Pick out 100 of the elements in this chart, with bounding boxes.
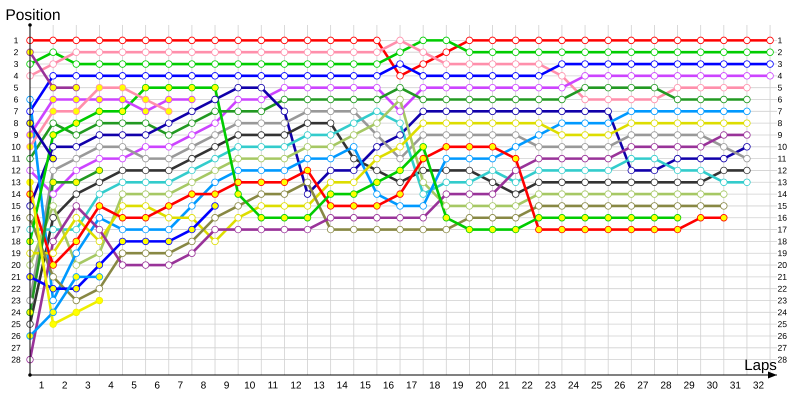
point: [674, 72, 682, 80]
point: [604, 154, 612, 162]
point: [650, 143, 658, 150]
point: [488, 166, 496, 174]
point: [49, 250, 57, 257]
x-tick-label: 11: [268, 382, 278, 388]
point: [373, 96, 381, 104]
point: [512, 143, 520, 150]
point: [165, 250, 172, 257]
y2-tick-label: 9: [778, 132, 782, 138]
point: [326, 154, 334, 162]
point: [96, 143, 104, 150]
y-tick-label: 15: [12, 202, 20, 209]
point: [165, 108, 172, 116]
point: [280, 226, 288, 234]
point: [466, 119, 474, 127]
point: [743, 119, 751, 127]
x-tick-label: 13: [314, 382, 324, 389]
point: [258, 48, 265, 56]
point: [211, 48, 219, 56]
point: [696, 214, 704, 222]
point: [696, 178, 704, 186]
point: [466, 36, 474, 44]
point: [326, 60, 334, 68]
point: [558, 226, 566, 234]
point: [326, 96, 334, 104]
point: [234, 60, 242, 68]
point: [488, 178, 496, 186]
point: [350, 72, 358, 80]
point: [581, 108, 589, 116]
point: [234, 166, 242, 174]
point: [96, 72, 104, 80]
point: [72, 131, 80, 139]
point: [280, 166, 288, 174]
point: [304, 96, 312, 104]
point: [49, 60, 57, 68]
point: [118, 238, 126, 246]
x-tick-label: 29: [684, 382, 694, 389]
y2-tick-label: 20: [778, 262, 787, 268]
point: [650, 48, 658, 56]
point: [165, 60, 172, 68]
point: [419, 96, 427, 104]
y2-tick-label: 7: [778, 108, 782, 114]
point: [396, 48, 404, 56]
point: [512, 48, 520, 56]
point: [142, 261, 150, 269]
point: [466, 154, 474, 162]
point: [211, 36, 219, 44]
point: [72, 250, 80, 257]
point: [211, 190, 219, 198]
point: [96, 273, 104, 281]
y2-tick-label: 13: [778, 179, 787, 186]
y-tick-label: 27: [12, 344, 20, 351]
point: [258, 143, 265, 150]
point: [96, 250, 104, 257]
point: [442, 178, 450, 186]
point: [581, 190, 589, 198]
point: [650, 190, 658, 198]
point: [442, 96, 450, 104]
x-tick-label: 26: [614, 382, 625, 389]
point: [234, 226, 242, 234]
point: [396, 72, 404, 80]
point: [373, 108, 381, 116]
point: [419, 131, 427, 139]
point: [188, 108, 196, 116]
y-tick-label: 2: [14, 49, 18, 56]
point: [350, 84, 358, 92]
point: [628, 214, 636, 222]
point: [326, 202, 334, 210]
point: [373, 48, 381, 56]
point: [604, 202, 612, 210]
point: [743, 108, 751, 116]
point: [211, 178, 219, 186]
point: [558, 96, 566, 104]
point: [488, 131, 496, 139]
point: [373, 119, 381, 127]
point: [258, 154, 265, 162]
point: [558, 190, 566, 198]
point: [396, 131, 404, 139]
y2-tick-label: 18: [778, 238, 787, 244]
point: [142, 96, 150, 104]
point: [304, 60, 312, 68]
point: [581, 154, 589, 162]
y2-tick-label: 27: [778, 344, 787, 351]
point: [720, 190, 728, 198]
point: [466, 226, 474, 234]
point: [258, 166, 265, 174]
point: [720, 143, 728, 150]
point: [558, 48, 566, 56]
point: [535, 143, 542, 150]
point: [535, 214, 542, 222]
point: [304, 72, 312, 80]
point: [49, 238, 57, 246]
point: [188, 36, 196, 44]
point: [696, 48, 704, 56]
point: [466, 96, 474, 104]
point: [326, 214, 334, 222]
point: [442, 166, 450, 174]
point: [234, 178, 242, 186]
point: [628, 154, 636, 162]
